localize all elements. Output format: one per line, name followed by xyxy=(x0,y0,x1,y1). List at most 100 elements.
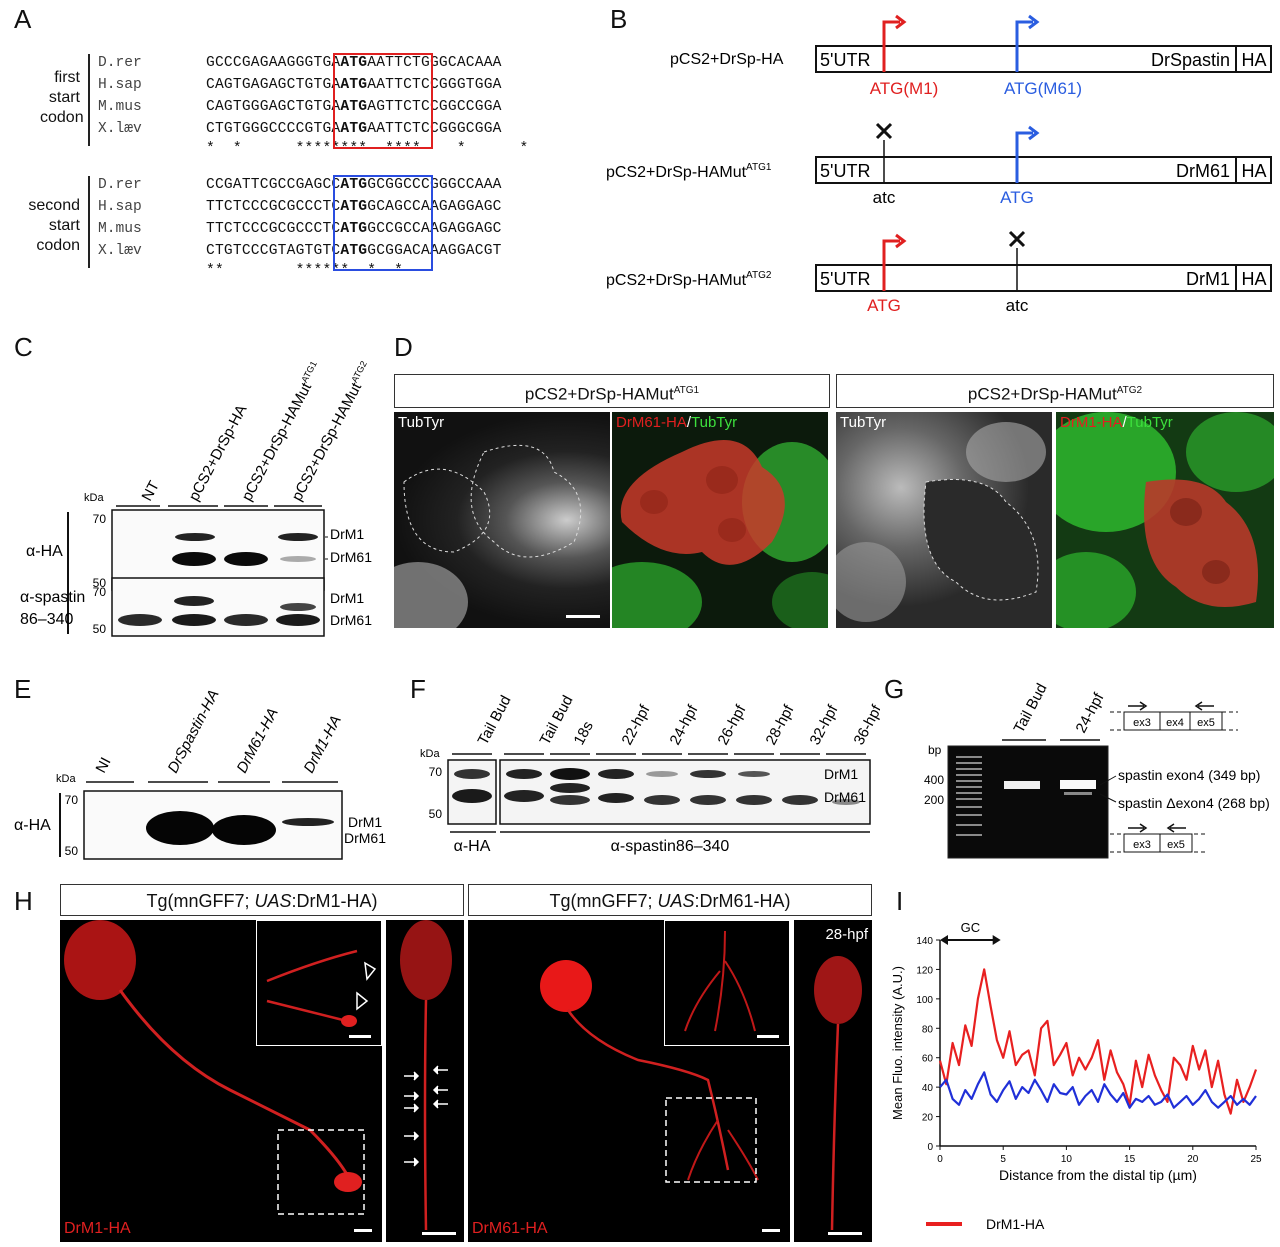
exon-label: ex5 xyxy=(1167,839,1185,851)
y-tick-label: 20 xyxy=(922,1113,934,1124)
h-image-drm61: DrM61-HA xyxy=(468,920,790,1242)
blot-f-2 xyxy=(499,759,871,825)
label-line: start xyxy=(48,217,80,234)
construct-2-name: pCS2+DrSp-HAMutATG1 xyxy=(606,162,772,181)
band xyxy=(690,795,726,805)
panel-label-g: G xyxy=(884,674,905,704)
band-label: DrM61 xyxy=(824,789,866,805)
label-right: α-spastin86–340 xyxy=(611,838,730,855)
label-line: codon xyxy=(36,237,80,254)
merge-2-label: DrM1-HA/TubTyr xyxy=(1060,414,1173,431)
utr-label: 5'UTR xyxy=(820,269,870,289)
arrowhead-icon xyxy=(356,991,369,1011)
conservation-stars: ** ****** * * xyxy=(206,263,404,279)
lane-label: 28-hpf xyxy=(763,702,798,748)
construct-1-box xyxy=(815,45,1272,73)
panel-i-chart: 0 20 40 60 80 100 120 140 0 5 10 15 20 25 Distance fro… xyxy=(890,920,1262,1232)
species-label: M.mus xyxy=(98,99,142,115)
lane-label: NI xyxy=(93,755,115,776)
panel-label-h: H xyxy=(14,886,33,916)
panel-label-e: E xyxy=(14,674,32,704)
product-2: spastin Δexon4 (268 bp) xyxy=(1118,795,1270,811)
band-label: DrM1 xyxy=(348,814,382,830)
gene-label: DrM61 xyxy=(1176,161,1230,181)
exon-diagram-top: ex3 ex4 ex5 xyxy=(1110,701,1238,731)
second-bracket xyxy=(88,176,90,268)
gc-arrow-right xyxy=(992,935,1001,945)
species-label: M.mus xyxy=(98,221,142,237)
sequence-row: GCCCGAGAAGGGTGAATGAATTCTGGGCACAAA xyxy=(206,55,502,71)
first-codon-label: first start codon xyxy=(40,68,84,128)
lane-label: 26-hpf xyxy=(715,702,750,748)
marker-70: 70 xyxy=(65,793,79,807)
marker-400: 400 xyxy=(924,773,944,787)
tag-label: HA xyxy=(1241,161,1266,181)
blot-2-label: 86–340 xyxy=(20,611,73,628)
blue-box xyxy=(333,175,433,271)
band xyxy=(172,552,216,566)
merge-1-label: DrM61-HA/TubTyr xyxy=(616,414,738,431)
band xyxy=(276,614,320,626)
atg-label: ATG xyxy=(1000,188,1034,207)
mut-label: atc xyxy=(873,188,896,207)
x-tick-label: 10 xyxy=(1061,1154,1073,1165)
y-tick-label: 100 xyxy=(916,995,933,1006)
x-tick-label: 25 xyxy=(1250,1154,1262,1165)
band xyxy=(504,790,544,802)
d-header-1: pCS2+DrSp-HAMutATG1 xyxy=(394,374,830,408)
lane-label: 32-hpf xyxy=(807,702,842,748)
series-line-2 xyxy=(939,1071,1257,1109)
blot-1-label: α-HA xyxy=(26,543,63,560)
band xyxy=(550,795,590,805)
band xyxy=(506,769,542,779)
label-drm61: DrM61-HA xyxy=(472,1220,548,1237)
marker-50: 50 xyxy=(93,622,107,636)
band xyxy=(172,614,216,626)
construct-2-box xyxy=(815,156,1272,184)
species-label: X.læv xyxy=(98,243,142,259)
gel xyxy=(947,745,1109,859)
y-tick-label: 40 xyxy=(922,1083,934,1094)
m1-label: ATG(M1) xyxy=(870,79,939,98)
panel-label-a: A xyxy=(14,4,32,34)
construct-3: pCS2+DrSp-HAMutATG2 5'UTR DrM1 HA ATG at… xyxy=(606,230,1272,315)
lane-label: DrM61-HA xyxy=(234,705,282,776)
species-label: X.læv xyxy=(98,121,142,137)
marker-50: 50 xyxy=(65,844,79,858)
band xyxy=(146,811,214,845)
construct-3-name: pCS2+DrSp-HAMutATG2 xyxy=(606,270,772,289)
marker-70: 70 xyxy=(93,512,107,526)
panel-label-f: F xyxy=(410,674,426,704)
lane-label: DrM1-HA xyxy=(301,713,345,776)
lane-label: NT xyxy=(139,478,163,504)
tubtyr-label: TubTyr xyxy=(840,414,887,431)
lane-label: Tail Bud xyxy=(1011,681,1051,736)
exon-label: ex4 xyxy=(1166,717,1184,729)
bp-label: bp xyxy=(928,743,942,757)
lane-label: pCS2+DrSp-HA xyxy=(186,402,251,504)
x-tick-label: 5 xyxy=(1000,1154,1006,1165)
blot-label: α-HA xyxy=(14,817,51,834)
panel-c-western: NT pCS2+DrSp-HA pCS2+DrSp-HAMutATG1 pCS2… xyxy=(20,359,372,637)
band xyxy=(280,556,316,562)
band xyxy=(1004,781,1040,789)
band xyxy=(646,771,678,777)
band xyxy=(832,799,860,805)
panel-label-d: D xyxy=(394,332,413,362)
exon-diagram-bottom: ex3 ex5 xyxy=(1110,823,1206,853)
kda-label: kDa xyxy=(420,748,440,760)
gc-arrow-left xyxy=(940,935,948,945)
band xyxy=(644,795,680,805)
construct-1-name: pCS2+DrSp-HA xyxy=(670,51,784,68)
conservation-stars: * * ******** **** * * xyxy=(206,141,529,157)
y-axis-label: Mean Fluo. intensity (A.U.) xyxy=(890,966,905,1120)
band xyxy=(280,603,316,611)
label-drm1: DrM1-HA xyxy=(64,1220,131,1237)
panel-label-i: I xyxy=(896,886,904,916)
species-label: H.sap xyxy=(98,77,142,93)
panel-g-gel: Tail Bud 24-hpf bp 400 200 spastin exon4… xyxy=(924,681,1270,859)
ladder xyxy=(956,756,982,836)
blot-1 xyxy=(111,509,325,591)
scale-bar xyxy=(354,1229,372,1232)
m1-arrow xyxy=(882,20,900,72)
